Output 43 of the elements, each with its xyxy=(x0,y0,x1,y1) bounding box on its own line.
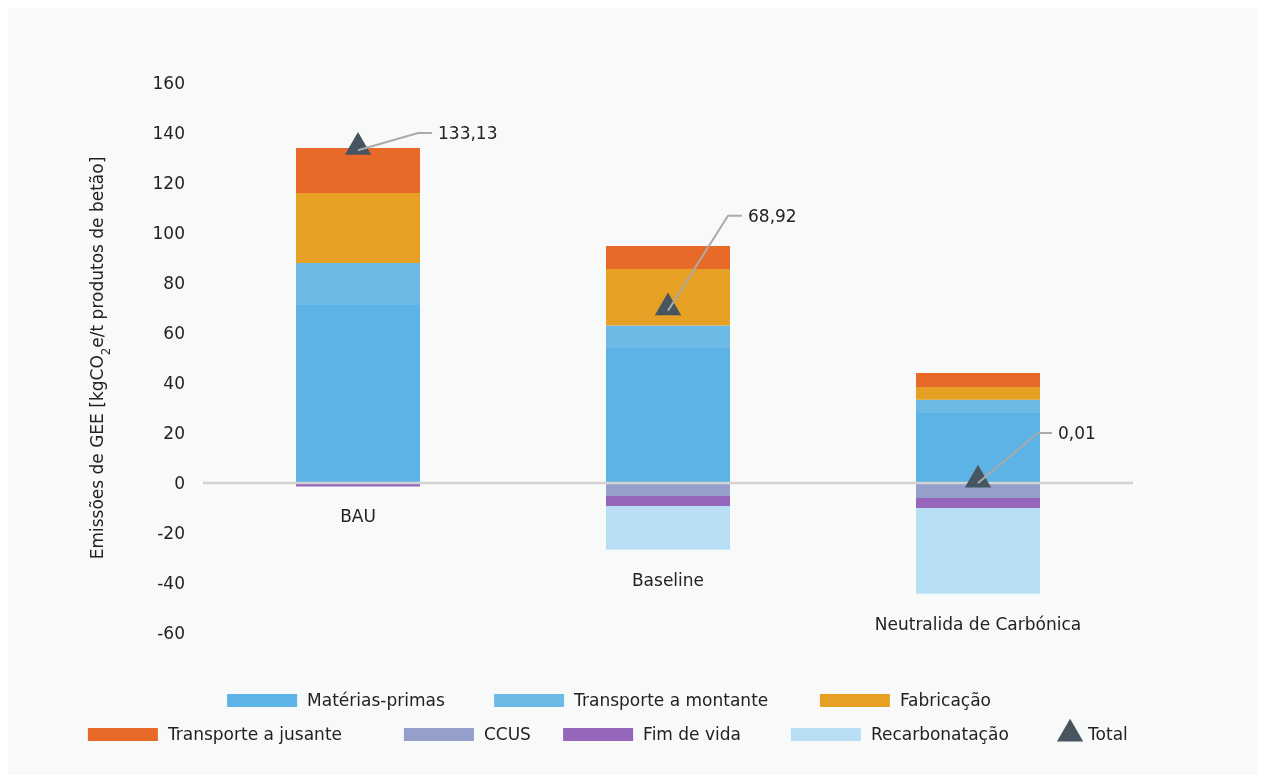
bar xyxy=(916,498,1040,508)
legend-label: Recarbonatação xyxy=(870,723,1009,744)
bar xyxy=(916,399,1040,413)
bar xyxy=(916,373,1040,387)
legend-label: Total xyxy=(1087,723,1128,744)
y-tick-label: 100 xyxy=(152,222,185,243)
y-tick-label: 80 xyxy=(163,272,185,293)
y-tick-label: 60 xyxy=(163,322,185,343)
bar xyxy=(606,496,730,506)
legend-label: Matérias-primas xyxy=(307,689,445,710)
bar xyxy=(606,246,730,269)
y-tick-label: -60 xyxy=(157,622,185,643)
bar xyxy=(296,193,420,263)
y-tick-label: 140 xyxy=(152,122,185,143)
y-tick-label: 20 xyxy=(163,422,185,443)
legend-label: Fim de vida xyxy=(643,723,741,744)
bar xyxy=(916,413,1040,483)
y-tick-label: 0 xyxy=(174,472,185,493)
x-tick-label: Baseline xyxy=(631,569,705,590)
x-tick-label: BAU xyxy=(340,506,376,527)
data-label: 133,13 xyxy=(438,122,498,143)
legend-label: Transporte a jusante xyxy=(166,723,343,744)
y-tick-label: 120 xyxy=(152,172,185,193)
bar xyxy=(606,269,730,326)
y-tick-label: -40 xyxy=(157,572,185,593)
y-tick-label: 160 xyxy=(152,72,185,93)
data-label: 68,92 xyxy=(748,205,797,226)
y-tick-label: 40 xyxy=(163,372,185,393)
bar xyxy=(606,483,730,496)
bar xyxy=(916,387,1040,400)
bar xyxy=(916,508,1040,594)
legend-label: CCUS xyxy=(483,723,531,744)
bar xyxy=(606,348,730,483)
bar xyxy=(296,305,420,483)
bar xyxy=(606,325,730,348)
bar xyxy=(296,263,420,305)
data-label: 0,01 xyxy=(1058,422,1096,443)
bar xyxy=(296,148,420,193)
y-tick-label: -20 xyxy=(157,522,185,543)
legend-label: Fabricação xyxy=(899,689,991,710)
legend-label: Transporte a montante xyxy=(573,689,769,710)
x-tick-label: Neutralida de Carbónica xyxy=(874,613,1082,634)
bar xyxy=(606,506,730,550)
